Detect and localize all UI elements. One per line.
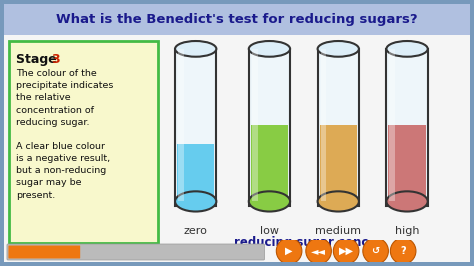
FancyBboxPatch shape (9, 246, 80, 259)
Bar (320, 49, 327, 201)
Text: high: high (395, 226, 419, 236)
Text: ↺: ↺ (372, 246, 380, 256)
Ellipse shape (318, 41, 359, 57)
Circle shape (306, 238, 331, 264)
Ellipse shape (175, 41, 216, 57)
Bar (178, 49, 184, 201)
Text: 3: 3 (51, 53, 60, 66)
Text: zero: zero (184, 226, 208, 236)
Text: medium: medium (315, 226, 361, 236)
Text: ?: ? (401, 246, 406, 256)
Text: ◄◄: ◄◄ (311, 246, 326, 256)
FancyBboxPatch shape (318, 49, 359, 206)
Circle shape (276, 238, 302, 264)
Text: What is the Benedict's test for reducing sugars?: What is the Benedict's test for reducing… (56, 13, 418, 26)
Bar (251, 125, 288, 204)
Ellipse shape (175, 191, 216, 211)
Bar (252, 49, 258, 201)
Text: ▶: ▶ (285, 246, 293, 256)
Ellipse shape (318, 191, 359, 211)
Text: low: low (260, 226, 279, 236)
FancyBboxPatch shape (386, 49, 428, 206)
FancyBboxPatch shape (249, 49, 290, 206)
Bar (177, 144, 214, 204)
Bar (388, 125, 426, 204)
Text: The colour of the
precipitate indicates
the relative
concentration of
reducing s: The colour of the precipitate indicates … (16, 69, 113, 200)
Ellipse shape (249, 41, 290, 57)
Text: reducing sugar conc.: reducing sugar conc. (234, 235, 374, 248)
Circle shape (363, 238, 388, 264)
Bar (319, 125, 357, 204)
FancyBboxPatch shape (7, 244, 264, 260)
FancyBboxPatch shape (175, 49, 216, 206)
Circle shape (391, 238, 416, 264)
Bar (4, 4, 470, 35)
Circle shape (333, 238, 359, 264)
Ellipse shape (249, 191, 290, 211)
Ellipse shape (386, 191, 428, 211)
Bar (389, 49, 395, 201)
FancyBboxPatch shape (9, 41, 158, 243)
Text: ▶▶: ▶▶ (338, 246, 354, 256)
Ellipse shape (386, 41, 428, 57)
Text: Stage: Stage (16, 53, 61, 66)
